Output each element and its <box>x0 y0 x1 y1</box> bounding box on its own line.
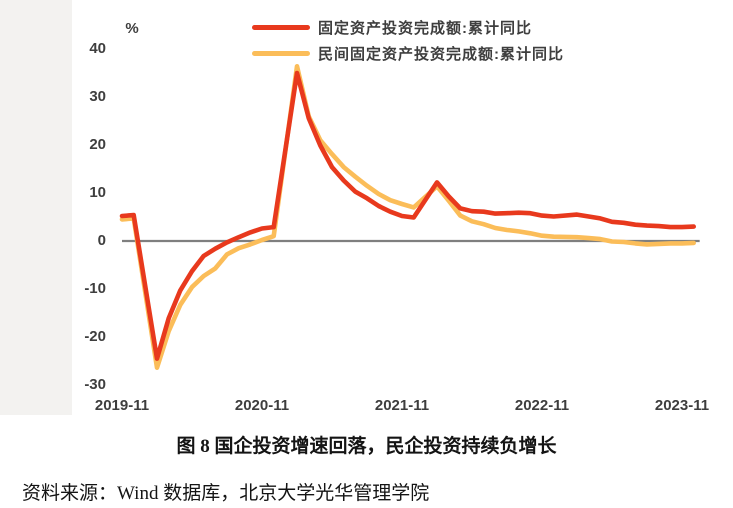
investment-growth-chart: % 固定资产投资完成额:累计同比 民间固定资产投资完成额:累计同比 40 30 20… <box>84 14 710 415</box>
x-tick-label: 2022-11 <box>514 397 570 414</box>
legend-item-fixed-asset-investment: 固定资产投资完成额:累计同比 <box>252 14 564 40</box>
y-tick-label: 10 <box>89 184 106 201</box>
line-chart-canvas <box>119 64 700 371</box>
figure-caption: 图 8 国企投资增速回落，民企投资持续负增长 <box>176 436 557 457</box>
legend-label: 固定资产投资完成额:累计同比 <box>318 19 532 37</box>
x-tick-label: 2023-11 <box>654 397 710 414</box>
red-line-swatch <box>252 24 310 30</box>
x-tick-label: 2019-11 <box>94 397 150 414</box>
yellow-line-swatch <box>252 50 310 56</box>
y-tick-label: 0 <box>97 232 106 249</box>
x-tick-label: 2021-11 <box>374 397 430 414</box>
figure-source: 资料来源：Wind 数据库，北京大学光华管理学院 <box>22 483 430 504</box>
series-line-0 <box>119 70 697 361</box>
y-tick-label: 30 <box>89 88 106 105</box>
y-tick-label: -30 <box>84 376 106 393</box>
legend-item-private-fixed-asset-investment: 民间固定资产投资完成额:累计同比 <box>252 40 564 66</box>
y-axis-unit-label: % <box>125 20 139 37</box>
series-line-1 <box>119 64 697 371</box>
y-tick-label: -10 <box>84 280 106 297</box>
chart-legend: 固定资产投资完成额:累计同比 民间固定资产投资完成额:累计同比 <box>252 14 564 66</box>
y-tick-label: 40 <box>89 40 106 57</box>
y-tick-label: -20 <box>84 328 106 345</box>
y-tick-label: 20 <box>89 136 106 153</box>
x-tick-label: 2020-11 <box>234 397 290 414</box>
page-margin-shading <box>0 0 72 415</box>
legend-label: 民间固定资产投资完成额:累计同比 <box>318 45 564 63</box>
